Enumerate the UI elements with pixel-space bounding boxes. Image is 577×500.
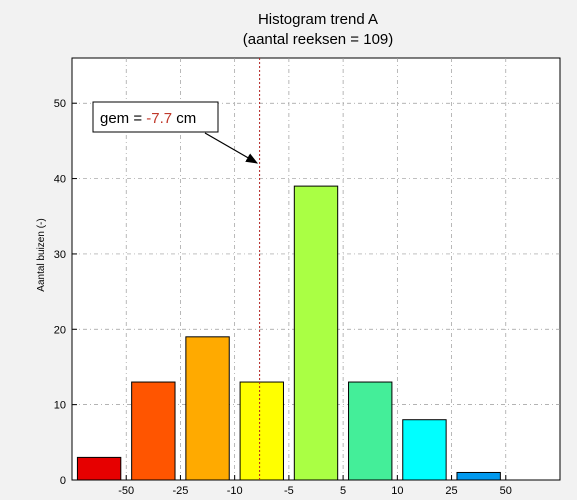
x-tick-label: -10 <box>227 485 243 495</box>
bar <box>239 381 284 481</box>
x-tick-label: 50 <box>500 485 512 495</box>
x-tick-label: 10 <box>391 485 403 495</box>
chart-title: Histogram trend A <box>258 11 378 28</box>
bar <box>402 419 447 481</box>
annotation-box <box>92 101 219 133</box>
y-tick-label: 50 <box>54 98 66 110</box>
y-axis-label: Aantal buizen (-) <box>36 218 47 291</box>
y-tick-label: 20 <box>54 324 66 336</box>
bar <box>185 336 230 481</box>
annotation-suffix: cm <box>172 110 196 127</box>
bar <box>348 381 393 481</box>
bar <box>456 471 501 481</box>
x-tick-label: 5 <box>340 485 346 495</box>
bar <box>131 381 176 481</box>
x-tick-label: 25 <box>445 485 457 495</box>
annotation-value: -7.7 <box>146 110 172 127</box>
bar <box>293 185 339 481</box>
bar-series <box>76 185 501 481</box>
y-tick-label: 0 <box>60 475 66 487</box>
x-tick-label: -50 <box>118 485 134 495</box>
y-tick-labels: 0 10 20 30 40 50 <box>54 98 77 487</box>
bar <box>76 456 122 481</box>
x-tick-labels: -50 -25 -10 -5 5 10 25 50 <box>118 475 512 497</box>
x-tick-label: -5 <box>284 485 294 495</box>
annotation-prefix: gem = <box>100 110 146 127</box>
annotation-arrow <box>204 132 259 164</box>
y-tick-label: 40 <box>54 174 66 186</box>
y-tick-label: 10 <box>54 400 66 412</box>
mean-annotation: gem = -7.7 cm <box>92 101 259 164</box>
x-tick-label: -25 <box>172 485 188 495</box>
annotation-text: gem = -7.7 cm <box>100 110 196 127</box>
y-tick-label: 30 <box>54 249 66 261</box>
chart-subtitle: (aantal reeksen = 109) <box>243 31 394 48</box>
